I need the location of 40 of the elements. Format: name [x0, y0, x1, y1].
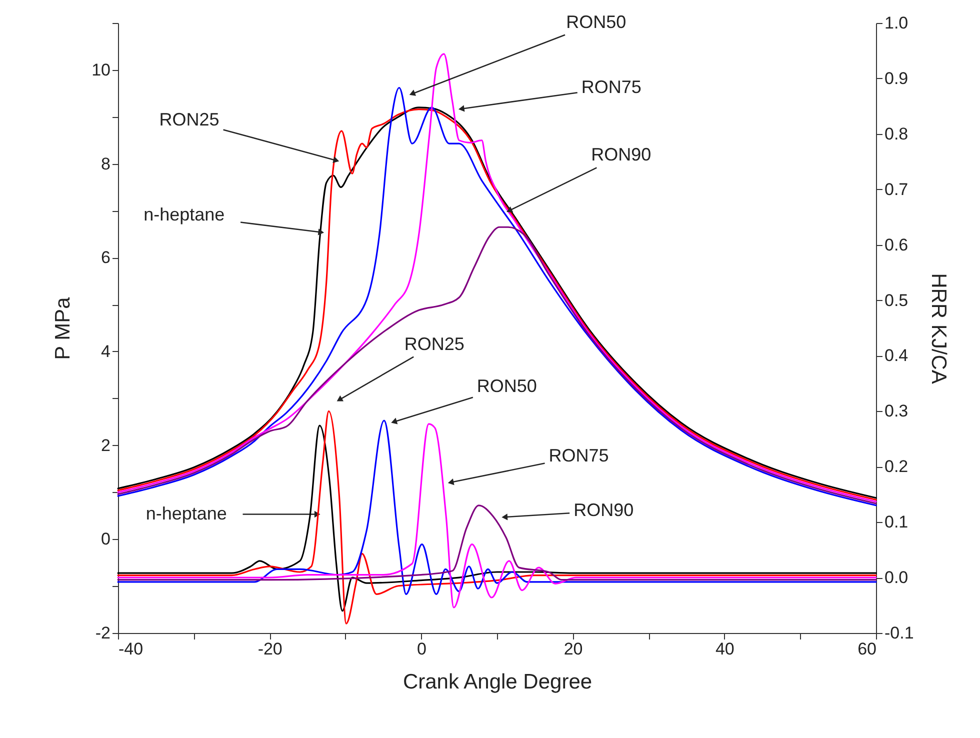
annotation: RON50: [476, 376, 537, 396]
y-tick-label: 6: [101, 248, 110, 268]
annotation: RON75: [548, 445, 609, 466]
x-tick-label: 0: [416, 640, 426, 658]
annotation: RON25: [404, 334, 464, 354]
annotation: RON50: [566, 12, 626, 32]
annotation: n-heptane: [146, 503, 227, 524]
annotation: n-heptane: [144, 204, 225, 224]
y2-tick-label: 1.0: [884, 14, 908, 32]
y-tick-label: 2: [101, 436, 110, 455]
y-tick-label: 8: [101, 154, 110, 174]
annotation: RON75: [581, 76, 642, 97]
y2-tick-label: -0.1: [884, 624, 914, 642]
y-tick-label: 0: [101, 530, 110, 549]
y-tick-label: 10: [92, 60, 110, 80]
y2-tick-label: 0.0: [884, 568, 908, 588]
y-tick-label: -2: [95, 624, 110, 642]
y2-tick-label: 0.5: [884, 290, 908, 310]
annotation: RON90: [591, 144, 652, 165]
y2-tick-label: 0.9: [884, 68, 908, 88]
y2-tick-label: 0.3: [884, 402, 908, 421]
line-series: [117, 504, 877, 581]
annotation: RON25: [159, 109, 220, 130]
y-tick-label: 4: [101, 342, 110, 361]
x-tick-label: -40: [118, 640, 144, 658]
x-axis-title: Crank Angle Degree: [402, 670, 592, 694]
y-axis-title: P MPa: [52, 296, 75, 360]
y2-tick-label: 0.7: [884, 180, 908, 199]
x-tick-label: -20: [258, 640, 282, 658]
x-tick-label: 20: [564, 640, 583, 658]
y2-tick-label: 0.1: [884, 512, 908, 532]
annotation: RON90: [574, 500, 634, 520]
x-tick-label: 60: [858, 640, 876, 658]
y2-tick-label: 0.8: [884, 124, 908, 144]
y2-tick-label: 0.2: [884, 457, 908, 476]
y2-axis-title: HRR KJ/CA: [926, 273, 950, 384]
x-tick-label: 40: [715, 640, 734, 658]
y2-tick-label: 0.6: [884, 235, 908, 254]
y2-tick-label: 0.4: [884, 346, 908, 366]
line-series: [117, 226, 877, 504]
